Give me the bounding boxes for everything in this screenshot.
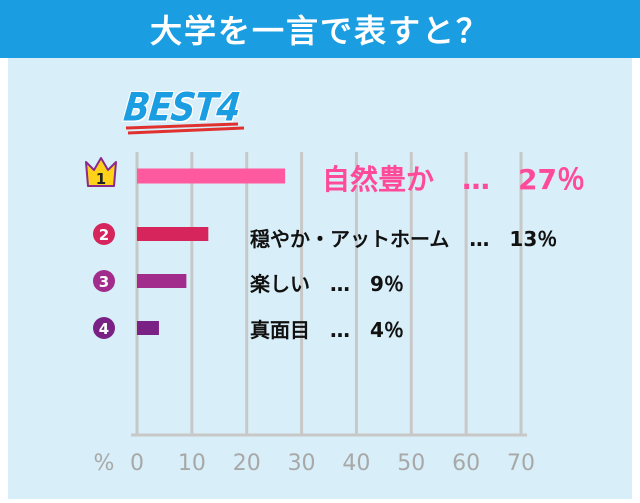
crown-icon: 1: [85, 157, 117, 188]
data-label-2: 穏やか・アットホーム … 13％: [250, 227, 558, 251]
page-title: 大学を一言で表すと？: [0, 0, 640, 58]
x-tick-label: 50: [397, 451, 425, 476]
rank-4-number: 4: [99, 320, 109, 338]
x-tick-label: 20: [233, 451, 261, 476]
rank-1-number: 1: [96, 170, 106, 188]
rank-3-number: 3: [99, 273, 109, 291]
data-label-3: 楽しい … 9％: [250, 272, 404, 296]
bar-4: [137, 321, 159, 335]
rank-2-number: 2: [99, 226, 109, 244]
data-label-4: 真面目 … 4％: [250, 318, 404, 342]
axis-unit-label: %: [94, 451, 115, 476]
rank-2-icon: [93, 223, 115, 245]
bar-1: [137, 168, 286, 184]
x-tick-label: 30: [288, 451, 316, 476]
x-tick-label: 0: [130, 451, 144, 476]
x-tick-label: 40: [342, 451, 370, 476]
rank-3-icon: [93, 270, 115, 292]
rank-4-icon: [93, 317, 115, 339]
bar-2: [137, 227, 209, 241]
x-tick-label: 10: [178, 451, 206, 476]
x-tick-label: 70: [507, 451, 535, 476]
data-label-1: 自然豊か … 27％: [322, 163, 585, 196]
x-tick-label: 60: [452, 451, 480, 476]
bar-3: [137, 274, 187, 288]
